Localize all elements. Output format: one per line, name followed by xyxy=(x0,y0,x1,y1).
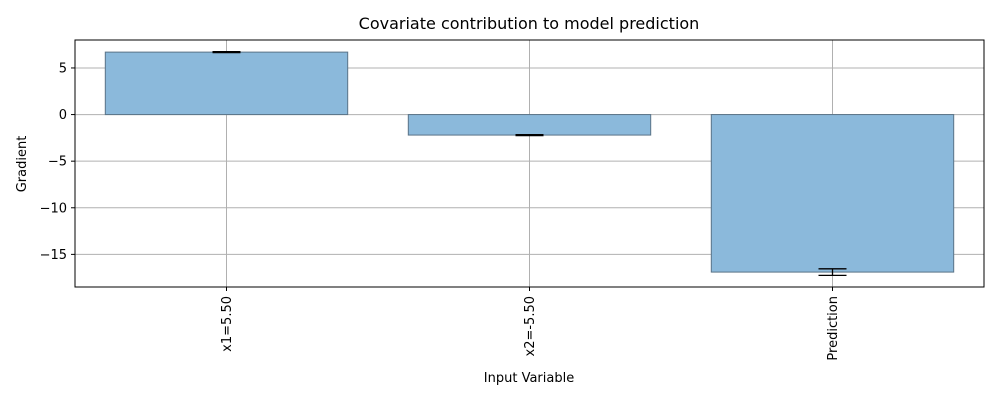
y-tick-label: −5 xyxy=(48,155,67,170)
ticks-layer: 5 0 −5 −10 −15 x1=5.50 x2=-5.50 Prediction xyxy=(40,61,841,360)
x-tick-label: x1=5.50 xyxy=(220,296,235,352)
error-bars-layer xyxy=(212,51,847,276)
y-tick-label: 5 xyxy=(59,61,67,76)
bar-x1-5-50 xyxy=(104,51,349,116)
bar-prediction xyxy=(710,114,955,273)
x-tick-label: x2=-5.50 xyxy=(523,296,538,357)
bar-x2-5-50 xyxy=(407,114,652,136)
chart-title: Covariate contribution to model predicti… xyxy=(359,14,700,33)
y-tick-label: 0 xyxy=(59,108,67,123)
y-axis-label: Gradient xyxy=(15,136,30,193)
x-tick-label: Prediction xyxy=(826,296,841,361)
bars-layer xyxy=(104,51,955,273)
x-axis-label: Input Variable xyxy=(484,371,574,386)
y-tick-label: −15 xyxy=(40,248,67,263)
y-tick-label: −10 xyxy=(40,201,67,216)
